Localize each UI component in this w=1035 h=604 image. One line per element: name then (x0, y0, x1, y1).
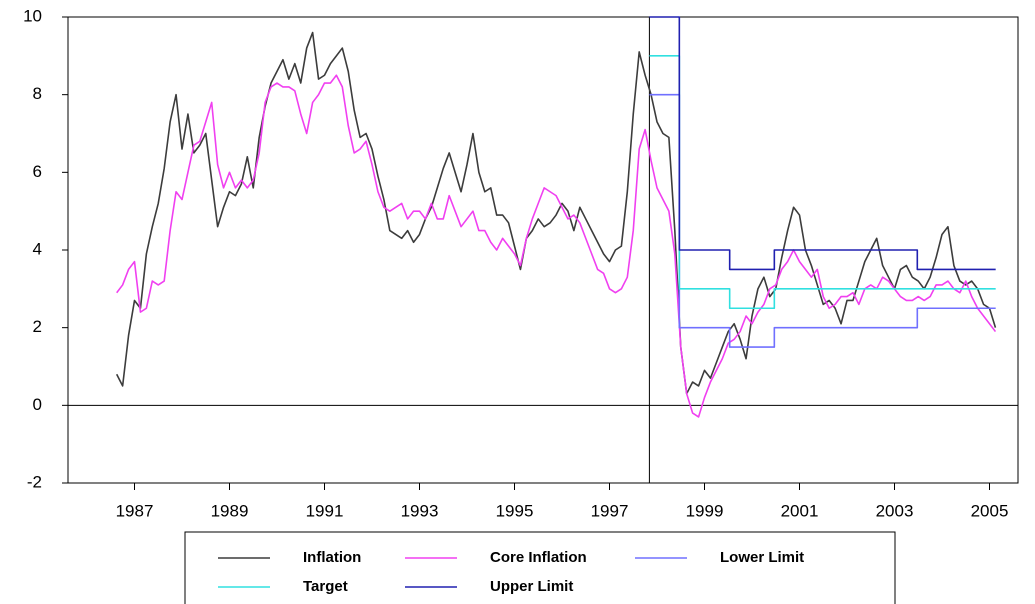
x-tick-label: 1987 (116, 501, 154, 520)
series-line (649, 55, 996, 310)
x-tick-label: 1993 (401, 501, 439, 520)
x-tick-label: 2003 (876, 501, 914, 520)
y-tick-label: 8 (33, 84, 42, 103)
x-tick-label: 1997 (591, 501, 629, 520)
y-tick-label: 10 (23, 6, 42, 25)
legend-label: Upper Limit (490, 578, 573, 595)
y-tick-label: 0 (33, 395, 42, 414)
y-tick-label: -2 (27, 472, 42, 491)
legend-label: Inflation (303, 549, 361, 566)
y-tick-label: 2 (33, 317, 42, 336)
x-tick-label: 2005 (971, 501, 1009, 520)
x-tick-label: 1995 (496, 501, 534, 520)
legend-label: Core Inflation (490, 549, 587, 566)
y-tick-label: 4 (33, 239, 42, 258)
y-tick-label: 6 (33, 162, 42, 181)
x-tick-label: 1989 (211, 501, 249, 520)
series-line (649, 16, 996, 271)
series-line (116, 74, 997, 418)
series-line (649, 93, 996, 348)
x-tick-label: 1991 (306, 501, 344, 520)
series-line (115, 31, 997, 395)
legend-label: Lower Limit (720, 549, 804, 566)
legend: Inflation Core Inflation Lower Limit Target… (184, 531, 896, 604)
x-tick-label: 1999 (686, 501, 724, 520)
x-tick-label: 2001 (781, 501, 819, 520)
legend-frame (184, 531, 896, 604)
legend-label: Target (303, 578, 348, 595)
